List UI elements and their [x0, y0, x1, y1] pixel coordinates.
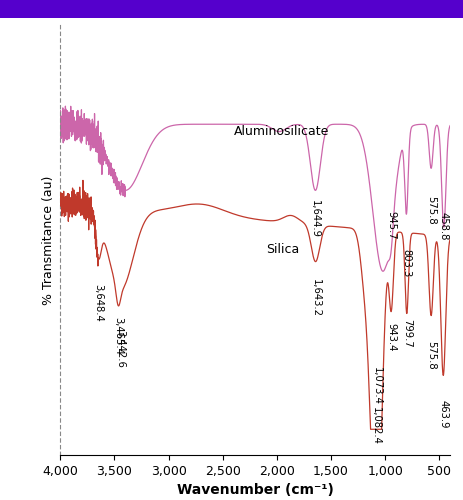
Text: 575.8: 575.8	[425, 341, 435, 370]
Text: 458.8: 458.8	[438, 212, 448, 241]
Y-axis label: % Transmitance (au): % Transmitance (au)	[42, 176, 55, 304]
Text: 3,442.6: 3,442.6	[115, 330, 125, 368]
Text: Silica: Silica	[265, 243, 299, 256]
Text: 1,644.9: 1,644.9	[310, 200, 319, 237]
Text: 1,643.2: 1,643.2	[310, 278, 320, 316]
Text: 1,082.4: 1,082.4	[370, 407, 381, 445]
Text: 3,465.4: 3,465.4	[113, 317, 123, 355]
Text: 463.9: 463.9	[437, 400, 447, 428]
Text: 575.8: 575.8	[425, 196, 435, 224]
Text: 1,073.4: 1,073.4	[371, 367, 382, 405]
Text: 3,648.4: 3,648.4	[93, 284, 103, 322]
Text: 943.4: 943.4	[385, 322, 395, 351]
Text: 945.7: 945.7	[385, 210, 395, 239]
X-axis label: Wavenumber (cm⁻¹): Wavenumber (cm⁻¹)	[176, 484, 333, 498]
Text: Aluminosilicate: Aluminosilicate	[233, 126, 328, 138]
Text: 799.7: 799.7	[401, 319, 411, 348]
Text: 803.3: 803.3	[400, 249, 411, 278]
